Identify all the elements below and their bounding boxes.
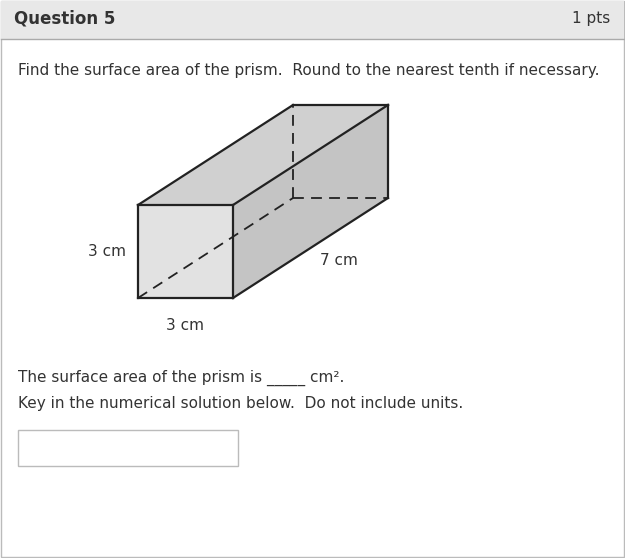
Text: Key in the numerical solution below.  Do not include units.: Key in the numerical solution below. Do … bbox=[18, 396, 463, 411]
Text: Question 5: Question 5 bbox=[14, 10, 116, 28]
Text: Find the surface area of the prism.  Round to the nearest tenth if necessary.: Find the surface area of the prism. Roun… bbox=[18, 63, 599, 78]
Text: 7 cm: 7 cm bbox=[321, 253, 358, 268]
Text: 3 cm: 3 cm bbox=[88, 244, 126, 259]
Polygon shape bbox=[138, 105, 388, 205]
Text: 3 cm: 3 cm bbox=[166, 318, 204, 333]
Polygon shape bbox=[138, 205, 233, 298]
FancyBboxPatch shape bbox=[1, 1, 624, 39]
Text: The surface area of the prism is _____ cm².: The surface area of the prism is _____ c… bbox=[18, 370, 344, 386]
Text: 1 pts: 1 pts bbox=[572, 12, 610, 26]
Polygon shape bbox=[233, 105, 388, 298]
FancyBboxPatch shape bbox=[18, 430, 238, 466]
